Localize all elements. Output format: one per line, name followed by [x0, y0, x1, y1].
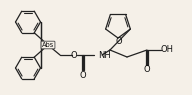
Text: O: O	[80, 70, 86, 80]
Text: Abs: Abs	[42, 42, 54, 48]
Text: OH: OH	[161, 46, 174, 55]
Text: O: O	[116, 38, 122, 46]
Text: NH: NH	[98, 51, 111, 59]
Text: O: O	[71, 51, 77, 59]
Text: O: O	[144, 65, 150, 74]
